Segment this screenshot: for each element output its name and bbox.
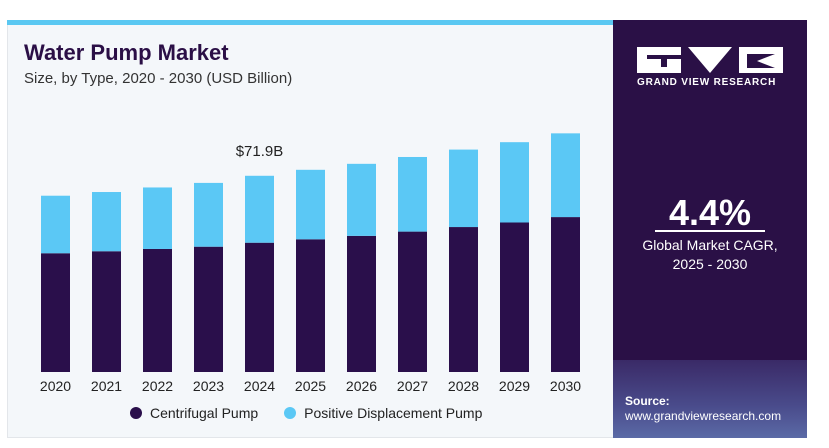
bar-centrifugal-2026 bbox=[347, 235, 376, 372]
legend-swatch-centrifugal bbox=[130, 407, 142, 419]
x-tick-label: 2026 bbox=[346, 378, 377, 394]
cagr-divider bbox=[655, 230, 765, 232]
bar-centrifugal-2020 bbox=[41, 253, 70, 372]
legend-label-positive-displacement: Positive Displacement Pump bbox=[304, 405, 483, 421]
bar-chart: 2020 2021 2022 2023 2024 2025 2026 2027 2028 2029… bbox=[40, 133, 581, 394]
bar-centrifugal-2021 bbox=[92, 251, 121, 372]
bar-positive-displacement-2027 bbox=[398, 156, 427, 232]
bar-centrifugal-2028 bbox=[449, 227, 478, 372]
bar-positive-displacement-2026 bbox=[347, 163, 376, 236]
grand-view-research-logo-icon bbox=[637, 47, 783, 73]
source-url[interactable]: www.grandviewresearch.com bbox=[625, 409, 782, 423]
chart-title: Water Pump Market bbox=[24, 40, 229, 65]
cagr-label: Global Market CAGR, bbox=[642, 237, 778, 253]
chart-legend: Centrifugal Pump Positive Displacement P… bbox=[130, 405, 508, 421]
bar-centrifugal-2027 bbox=[398, 231, 427, 372]
legend-item-positive-displacement: Positive Displacement Pump bbox=[284, 405, 482, 421]
bar-centrifugal-2029 bbox=[500, 222, 529, 372]
x-tick-label: 2023 bbox=[193, 378, 224, 394]
x-tick-label: 2025 bbox=[295, 378, 326, 394]
legend-label-centrifugal: Centrifugal Pump bbox=[150, 405, 259, 421]
x-tick-label: 2024 bbox=[244, 378, 275, 394]
x-tick-label: 2021 bbox=[91, 378, 122, 394]
cagr-period: 2025 - 2030 bbox=[672, 256, 748, 272]
cagr-value: 4.4% bbox=[668, 192, 752, 233]
bar-positive-displacement-2021 bbox=[92, 192, 121, 252]
sidebar-footer-band bbox=[613, 360, 807, 438]
x-tick-label: 2020 bbox=[40, 378, 71, 394]
bar-centrifugal-2030 bbox=[551, 217, 580, 372]
bar-positive-displacement-2025 bbox=[296, 169, 325, 240]
bar-centrifugal-2022 bbox=[143, 248, 172, 372]
sidebar-panel: GRAND VIEW RESEARCH 4.4% Global Market C… bbox=[613, 20, 807, 438]
brand-name: GRAND VIEW RESEARCH bbox=[637, 77, 777, 88]
bar-positive-displacement-2022 bbox=[143, 187, 172, 249]
legend-swatch-positive-displacement bbox=[284, 407, 297, 419]
legend-item-centrifugal: Centrifugal Pump bbox=[130, 405, 258, 421]
chart-subtitle: Size, by Type, 2020 - 2030 (USD Billion) bbox=[24, 70, 293, 87]
x-tick-label: 2028 bbox=[448, 378, 479, 394]
bar-positive-displacement-2029 bbox=[500, 142, 529, 223]
bar-centrifugal-2023 bbox=[194, 246, 223, 372]
x-tick-label: 2022 bbox=[142, 378, 173, 394]
value-annotation: $71.9B bbox=[236, 143, 284, 160]
bar-positive-displacement-2024 bbox=[245, 175, 274, 243]
x-tick-label: 2027 bbox=[397, 378, 428, 394]
x-tick-label: 2029 bbox=[499, 378, 530, 394]
bar-positive-displacement-2020 bbox=[41, 195, 70, 254]
source-label: Source: bbox=[625, 394, 670, 408]
x-tick-label: 2030 bbox=[550, 378, 581, 394]
accent-bar bbox=[7, 20, 613, 25]
bar-positive-displacement-2023 bbox=[194, 182, 223, 247]
bar-centrifugal-2024 bbox=[245, 242, 274, 372]
bar-positive-displacement-2028 bbox=[449, 149, 478, 228]
bar-centrifugal-2025 bbox=[296, 239, 325, 372]
bar-positive-displacement-2030 bbox=[551, 133, 580, 218]
